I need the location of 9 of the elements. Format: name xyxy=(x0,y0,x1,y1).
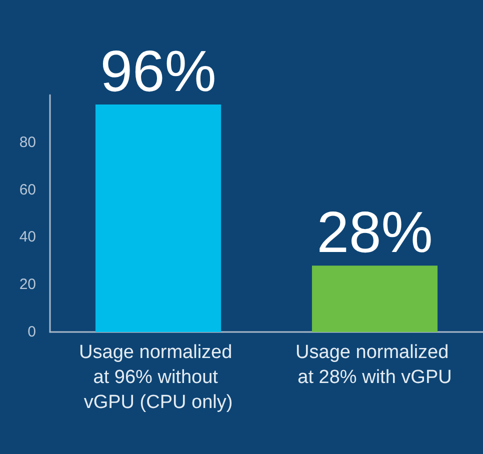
y-tick-label: 20 xyxy=(19,276,36,294)
y-tick-label: 60 xyxy=(19,181,36,198)
data-label: 96% xyxy=(100,38,216,104)
x-tick-label: Usage normalized at 96% without vGPU (CPU only) xyxy=(79,342,238,413)
x-tick-label: Usage normalized at 28% with vGPU xyxy=(296,342,454,388)
data-label: 28% xyxy=(316,200,433,266)
y-tick-label: 0 xyxy=(28,324,36,340)
y-tick-label: 80 xyxy=(19,134,36,151)
y-tick-label: 40 xyxy=(19,228,36,246)
